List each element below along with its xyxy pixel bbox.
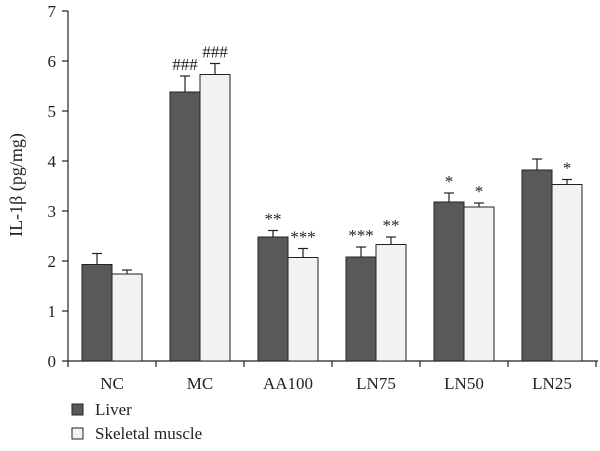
x-tick-label: LN50 bbox=[444, 374, 484, 393]
bar-skeletal-muscle bbox=[375, 244, 407, 362]
significance-label: ### bbox=[172, 55, 198, 74]
bar-skeletal-muscle bbox=[463, 206, 495, 362]
y-tick-label: 7 bbox=[48, 2, 57, 21]
y-tick-label: 3 bbox=[48, 202, 57, 221]
y-tick-label: 6 bbox=[48, 52, 57, 71]
x-tick-label: LN75 bbox=[356, 374, 396, 393]
bar-liver bbox=[169, 91, 201, 362]
bar-liver bbox=[433, 201, 465, 362]
bar-liver bbox=[345, 256, 377, 362]
y-tick-label: 0 bbox=[48, 352, 57, 371]
significance-label: ** bbox=[265, 210, 282, 229]
y-tick-label: 4 bbox=[48, 152, 57, 171]
y-axis-label: IL-1β (pg/mg) bbox=[6, 133, 27, 237]
significance-label: * bbox=[475, 182, 484, 201]
y-tick-label: 2 bbox=[48, 252, 57, 271]
legend-swatch bbox=[71, 427, 84, 440]
legend-label: Skeletal muscle bbox=[95, 424, 202, 443]
x-tick-label: MC bbox=[187, 374, 213, 393]
legend-swatch bbox=[71, 403, 84, 416]
significance-label: *** bbox=[290, 228, 316, 247]
x-tick-label: AA100 bbox=[263, 374, 313, 393]
significance-label: ### bbox=[202, 43, 228, 62]
labels: ###******###******* bbox=[172, 43, 571, 247]
bar-liver bbox=[257, 236, 289, 362]
x-tick-label: LN25 bbox=[532, 374, 572, 393]
significance-label: * bbox=[563, 159, 572, 178]
axes: 0 1 2 3 4 5 6 7 NC MC AA100 LN75 LN50 LN25 bbox=[48, 2, 598, 393]
bar-liver bbox=[521, 169, 553, 362]
y-tick-label: 1 bbox=[48, 302, 57, 321]
x-tick-label: NC bbox=[100, 374, 124, 393]
legend-label: Liver bbox=[95, 400, 132, 419]
y-tick-label: 5 bbox=[48, 102, 57, 121]
bar-skeletal-muscle bbox=[287, 257, 319, 362]
bar-skeletal-muscle bbox=[551, 184, 583, 362]
significance-label: *** bbox=[348, 226, 374, 245]
bar-skeletal-muscle bbox=[199, 74, 231, 362]
bar-liver bbox=[81, 264, 113, 362]
bars bbox=[81, 62, 583, 362]
significance-label: * bbox=[445, 172, 454, 191]
legend: Liver Skeletal muscle bbox=[71, 400, 202, 443]
bar-skeletal-muscle bbox=[111, 273, 143, 362]
significance-label: ** bbox=[383, 216, 400, 235]
